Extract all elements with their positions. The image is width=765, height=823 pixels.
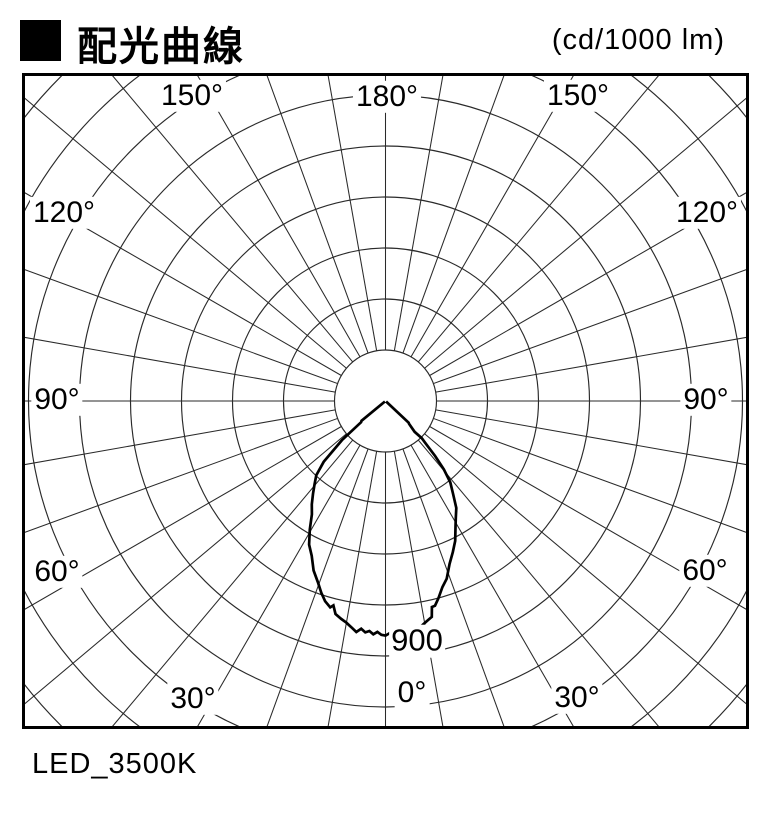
distribution-curve [307, 400, 458, 638]
angle-label: 120° [672, 196, 742, 230]
angle-gridline [393, 74, 444, 351]
angle-gridline [402, 74, 505, 354]
angle-gridline [424, 96, 748, 369]
angle-gridline [433, 417, 748, 534]
angle-label: 0° [394, 676, 430, 710]
angle-gridline [410, 444, 575, 728]
angle-gridline [417, 439, 661, 728]
unit-label: (cd/1000 lm) [551, 24, 725, 56]
page-title: 配光曲線 [77, 25, 245, 69]
angle-gridline [402, 448, 505, 728]
angle-gridline [23, 409, 336, 466]
angle-gridline [327, 451, 378, 728]
angle-gridline [196, 444, 361, 728]
angle-label: 120° [29, 196, 99, 230]
angle-gridline [435, 336, 748, 393]
peak-value-label: 900 [389, 622, 445, 658]
angle-gridline [327, 74, 378, 351]
angle-gridline [23, 268, 338, 385]
angle-gridline [266, 448, 369, 728]
angle-gridline [429, 191, 748, 376]
angle-gridline [393, 451, 444, 728]
angle-label: 30° [167, 682, 219, 716]
angle-gridline [23, 426, 342, 611]
angle-gridline [410, 74, 575, 358]
angle-gridline [266, 74, 369, 354]
angle-gridline [110, 74, 354, 363]
lamp-type-label: LED_3500K [32, 748, 198, 780]
angle-gridline [23, 191, 342, 376]
angle-label: 150° [543, 79, 613, 113]
angle-label: 60° [31, 555, 83, 589]
angle-gridline [429, 426, 748, 611]
angle-label: 150° [157, 79, 227, 113]
angle-gridline [23, 433, 347, 706]
angle-gridline [23, 417, 338, 534]
angle-gridline [23, 96, 347, 369]
angle-gridline [417, 74, 661, 363]
angle-gridline [433, 268, 748, 385]
angle-gridline [110, 439, 354, 728]
angle-label: 180° [352, 80, 422, 114]
title-bullet-icon [20, 20, 61, 61]
angle-label: 60° [679, 554, 731, 588]
angle-label: 30° [551, 681, 603, 715]
angle-gridline [23, 336, 336, 393]
angle-label: 90° [31, 383, 83, 417]
angle-gridline [196, 74, 361, 358]
angle-label: 90° [680, 383, 732, 417]
angle-gridline [435, 409, 748, 466]
plot-border [22, 73, 749, 729]
angle-gridline [424, 433, 748, 706]
